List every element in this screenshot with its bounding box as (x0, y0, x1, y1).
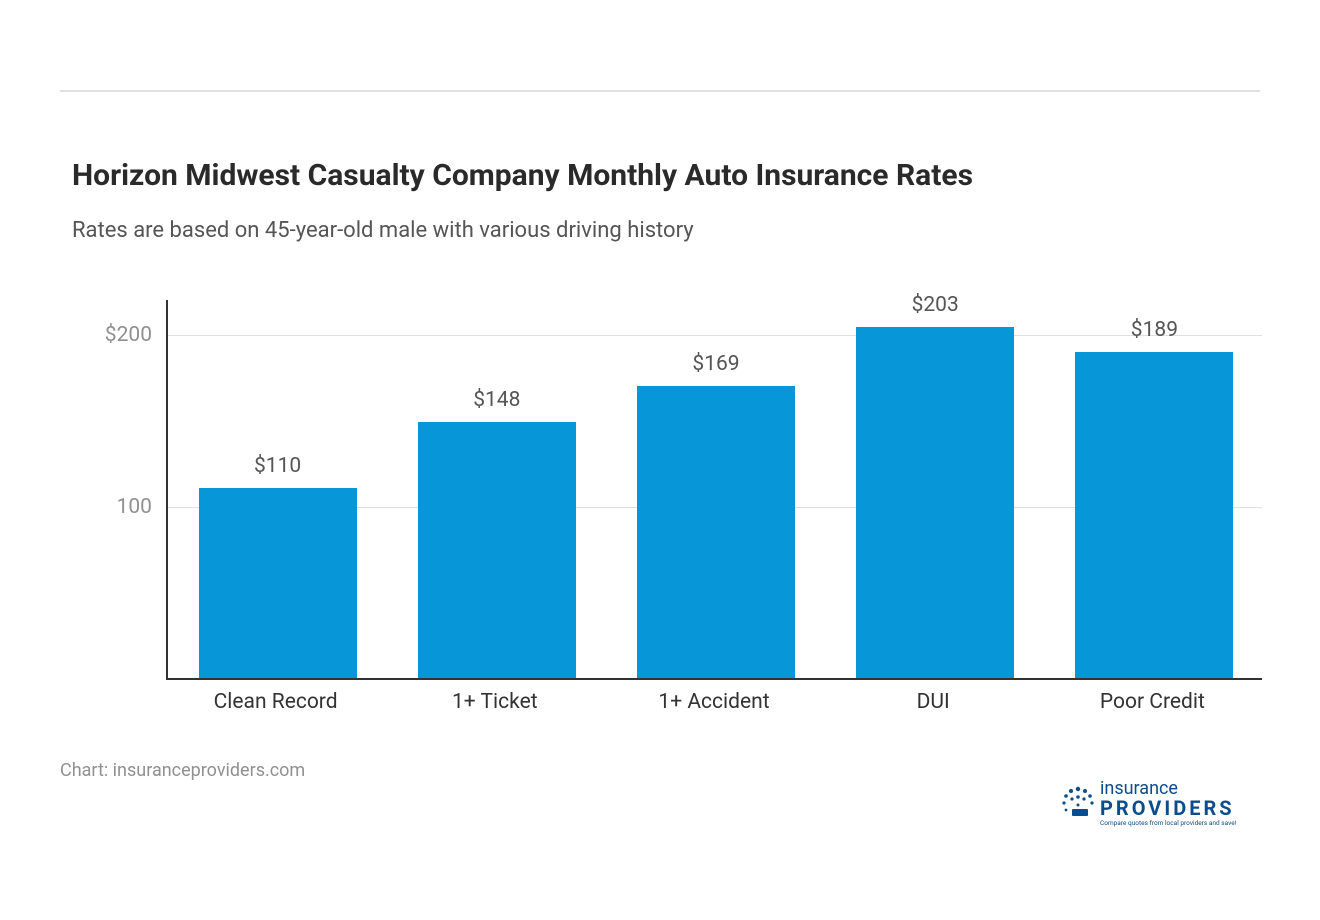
chart-bar (418, 422, 576, 678)
bar-value-label: $203 (912, 293, 959, 317)
bar-value-label: $148 (473, 388, 520, 412)
chart-subtitle: Rates are based on 45-year-old male with… (72, 218, 694, 243)
chart-bar (856, 327, 1014, 678)
chart-title: Horizon Midwest Casualty Company Monthly… (72, 158, 973, 193)
chart-bar (637, 386, 795, 678)
x-axis-tick-label: Clean Record (214, 690, 338, 714)
x-axis-tick-label: 1+ Accident (658, 690, 769, 714)
logo-text-line2: PROVIDERS (1100, 798, 1236, 818)
chart-plot: $110$148$169$203$189 (166, 300, 1262, 680)
x-axis-tick-label: Poor Credit (1100, 690, 1205, 714)
chart-bar (1075, 352, 1233, 678)
chart-source: Chart: insuranceproviders.com (60, 760, 305, 781)
bar-value-label: $169 (692, 352, 739, 376)
x-axis-tick-label: DUI (917, 690, 950, 714)
x-axis-tick-label: 1+ Ticket (452, 690, 538, 714)
chart-area: $110$148$169$203$189 100$200Clean Record… (72, 300, 1262, 710)
bar-value-label: $110 (254, 454, 301, 478)
chart-gridline (168, 335, 1262, 336)
logo-tagline: Compare quotes from local providers and … (1100, 820, 1236, 827)
top-divider (60, 90, 1260, 92)
logo-dots-icon (1060, 785, 1096, 821)
y-axis-tick-label: 100 (72, 495, 152, 519)
y-axis-tick-label: $200 (72, 323, 152, 347)
brand-logo: insurance PROVIDERS Compare quotes from … (1060, 780, 1260, 835)
bar-value-label: $189 (1131, 318, 1178, 342)
chart-bar (199, 488, 357, 678)
